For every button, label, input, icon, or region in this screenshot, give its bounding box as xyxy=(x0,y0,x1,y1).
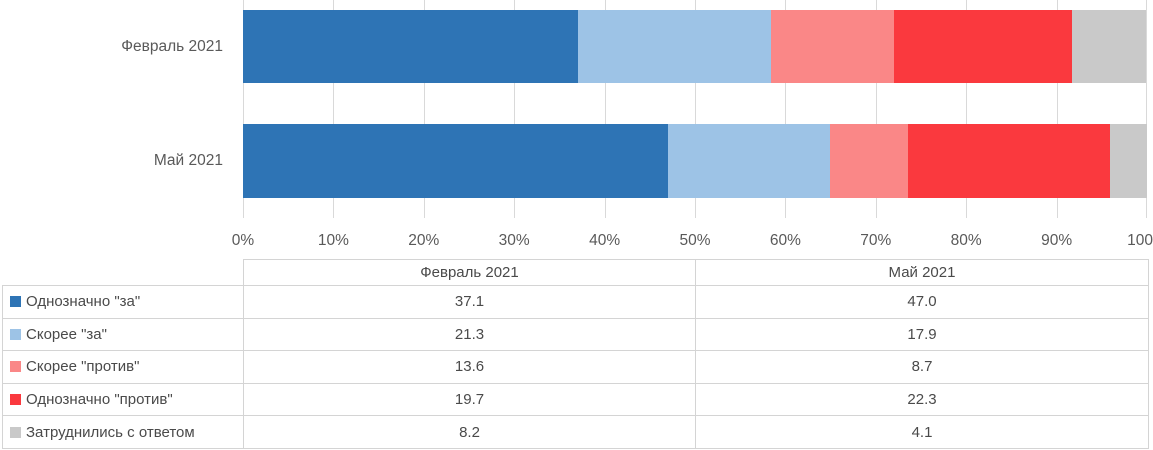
gridline xyxy=(785,0,787,218)
series-label-cell: Однозначно "за" xyxy=(2,285,244,319)
value-cell: 17.9 xyxy=(695,317,1149,352)
series-label: Однозначно "против" xyxy=(26,391,173,409)
table-row: Однозначно "против" 19.7 22.3 xyxy=(2,382,1149,417)
segment-rather-for xyxy=(578,10,771,83)
segment-definitely-for xyxy=(243,10,579,83)
value-cell: 8.7 xyxy=(695,350,1149,384)
x-tick: 0% xyxy=(231,232,255,249)
x-tick: 40% xyxy=(589,232,621,249)
gridline xyxy=(966,0,968,218)
value-cell: 4.1 xyxy=(695,415,1149,449)
legend-swatch-undecided-icon xyxy=(10,426,21,438)
column-header-february: Февраль 2021 xyxy=(243,259,696,286)
series-label: Скорее "против" xyxy=(26,358,140,376)
segment-definitely-against xyxy=(908,124,1110,198)
value-cell: 37.1 xyxy=(243,285,696,319)
segment-definitely-for xyxy=(243,124,668,198)
category-label-february: Февраль 2021 xyxy=(121,38,223,55)
value-cell: 13.6 xyxy=(243,350,696,384)
x-tick: 10% xyxy=(317,232,349,249)
series-label-cell: Скорее "за" xyxy=(2,317,244,352)
gridline xyxy=(423,0,425,218)
x-tick: 90% xyxy=(1041,232,1073,249)
gridline xyxy=(514,0,516,218)
series-label: Скорее "за" xyxy=(26,325,107,343)
series-label-cell: Затруднились с ответом xyxy=(2,415,244,449)
value-cell: 47.0 xyxy=(695,285,1149,319)
data-table: Февраль 2021 Май 2021 Однозначно "за" 37… xyxy=(2,259,1149,449)
value-cell: 21.3 xyxy=(243,317,696,352)
series-label: Затруднились с ответом xyxy=(26,423,195,441)
table-row: Затруднились с ответом 8.2 4.1 xyxy=(2,415,1149,449)
x-axis: 0% 10% 20% 30% 40% 50% 60% 70% 80% 90% 1… xyxy=(232,231,1153,251)
gridline xyxy=(875,0,877,218)
segment-rather-for xyxy=(667,124,830,198)
segment-undecided xyxy=(1071,10,1147,83)
series-label-cell: Скорее "против" xyxy=(2,350,244,384)
gridline xyxy=(333,0,335,218)
legend-swatch-rather-against-icon xyxy=(10,361,21,373)
segment-rather-against xyxy=(770,10,894,83)
category-label-may: Май 2021 xyxy=(153,152,223,169)
x-tick: 70% xyxy=(860,232,892,249)
series-label: Однозначно "за" xyxy=(26,293,141,311)
gridline xyxy=(695,0,696,218)
gridline xyxy=(1056,0,1058,218)
bar-may-2021 xyxy=(243,124,1147,198)
x-tick: 50% xyxy=(679,232,711,249)
series-label-cell: Однозначно "против" xyxy=(2,382,244,417)
gridline xyxy=(1146,0,1147,218)
segment-undecided xyxy=(1109,124,1147,198)
gridline xyxy=(604,0,606,218)
x-tick: 100% xyxy=(1127,232,1153,249)
value-cell: 19.7 xyxy=(243,382,696,417)
value-cell: 8.2 xyxy=(243,415,696,449)
legend-swatch-definitely-against-icon xyxy=(10,394,21,406)
x-tick: 60% xyxy=(769,232,801,249)
legend-swatch-rather-for-icon xyxy=(10,328,21,340)
legend-swatch-definitely-for-icon xyxy=(10,296,21,308)
x-tick: 20% xyxy=(408,232,440,249)
bar-february-2021 xyxy=(243,10,1147,83)
table-row: Однозначно "за" 37.1 47.0 xyxy=(2,285,1149,319)
x-tick: 80% xyxy=(950,232,982,249)
segment-rather-against xyxy=(829,124,909,198)
segment-definitely-against xyxy=(893,10,1072,83)
gridline xyxy=(243,0,244,218)
table-row: Скорее "за" 21.3 17.9 xyxy=(2,317,1149,352)
table-corner-cell xyxy=(3,260,244,286)
column-header-may: Май 2021 xyxy=(695,259,1149,286)
x-tick: 30% xyxy=(498,232,530,249)
table-header-row: Февраль 2021 Май 2021 xyxy=(3,259,1149,286)
value-cell: 22.3 xyxy=(695,382,1149,417)
plot-area xyxy=(243,0,1147,218)
table-row: Скорее "против" 13.6 8.7 xyxy=(2,350,1149,384)
